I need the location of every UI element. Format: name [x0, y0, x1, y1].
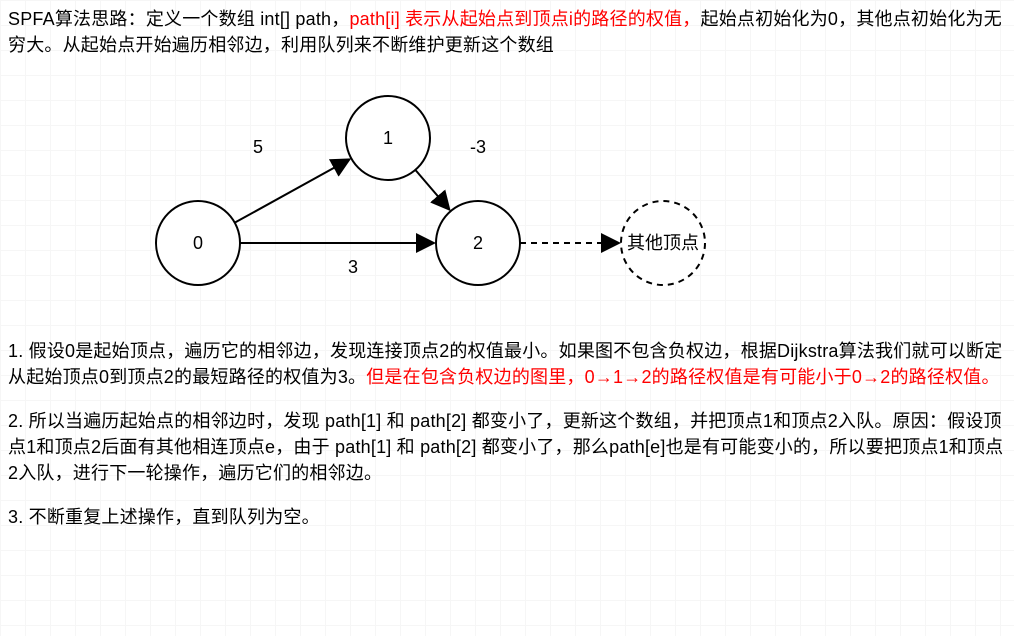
paragraph-2: 2. 所以当遍历起始点的相邻边时，发现 path[1] 和 path[2] 都变…	[8, 408, 1006, 486]
paragraph-3: 3. 不断重复上述操作，直到队列为空。	[8, 504, 1006, 530]
node-label-nx: 其他顶点	[627, 233, 699, 253]
graph-svg: 5 -3 3 0 1 2 其他顶点	[108, 78, 808, 308]
page-root: SPFA算法思路：定义一个数组 int[] path，path[i] 表示从起始…	[0, 0, 1014, 636]
edge-weight-n1-n2: -3	[470, 137, 486, 157]
intro-seg1: SPFA算法思路：定义一个数组 int[] path，	[8, 9, 349, 29]
p3-seg1: 3. 不断重复上述操作，直到队列为空。	[8, 507, 320, 527]
edge-n1-n2	[415, 170, 449, 210]
graph-diagram: 5 -3 3 0 1 2 其他顶点	[108, 78, 808, 308]
p2-seg1: 2. 所以当遍历起始点的相邻边时，发现 path[1] 和 path[2] 都变…	[8, 411, 1003, 483]
edge-weight-n0-n1: 5	[253, 137, 263, 157]
paragraph-1: 1. 假设0是起始顶点，遍历它的相邻边，发现连接顶点2的权值最小。如果图不包含负…	[8, 338, 1006, 390]
edge-n0-n1	[235, 159, 350, 222]
node-label-n0: 0	[193, 233, 203, 253]
p1-seg2-highlight: 但是在包含负权边的图里，0→1→2的路径权值是有可能小于0→2的路径权值。	[366, 367, 999, 387]
intro-paragraph: SPFA算法思路：定义一个数组 int[] path，path[i] 表示从起始…	[8, 6, 1006, 58]
edge-weight-n0-n2: 3	[348, 257, 358, 277]
node-label-n2: 2	[473, 233, 483, 253]
node-label-n1: 1	[383, 128, 393, 148]
intro-seg2-highlight: path[i] 表示从起始点到顶点i的路径的权值，	[349, 9, 700, 29]
